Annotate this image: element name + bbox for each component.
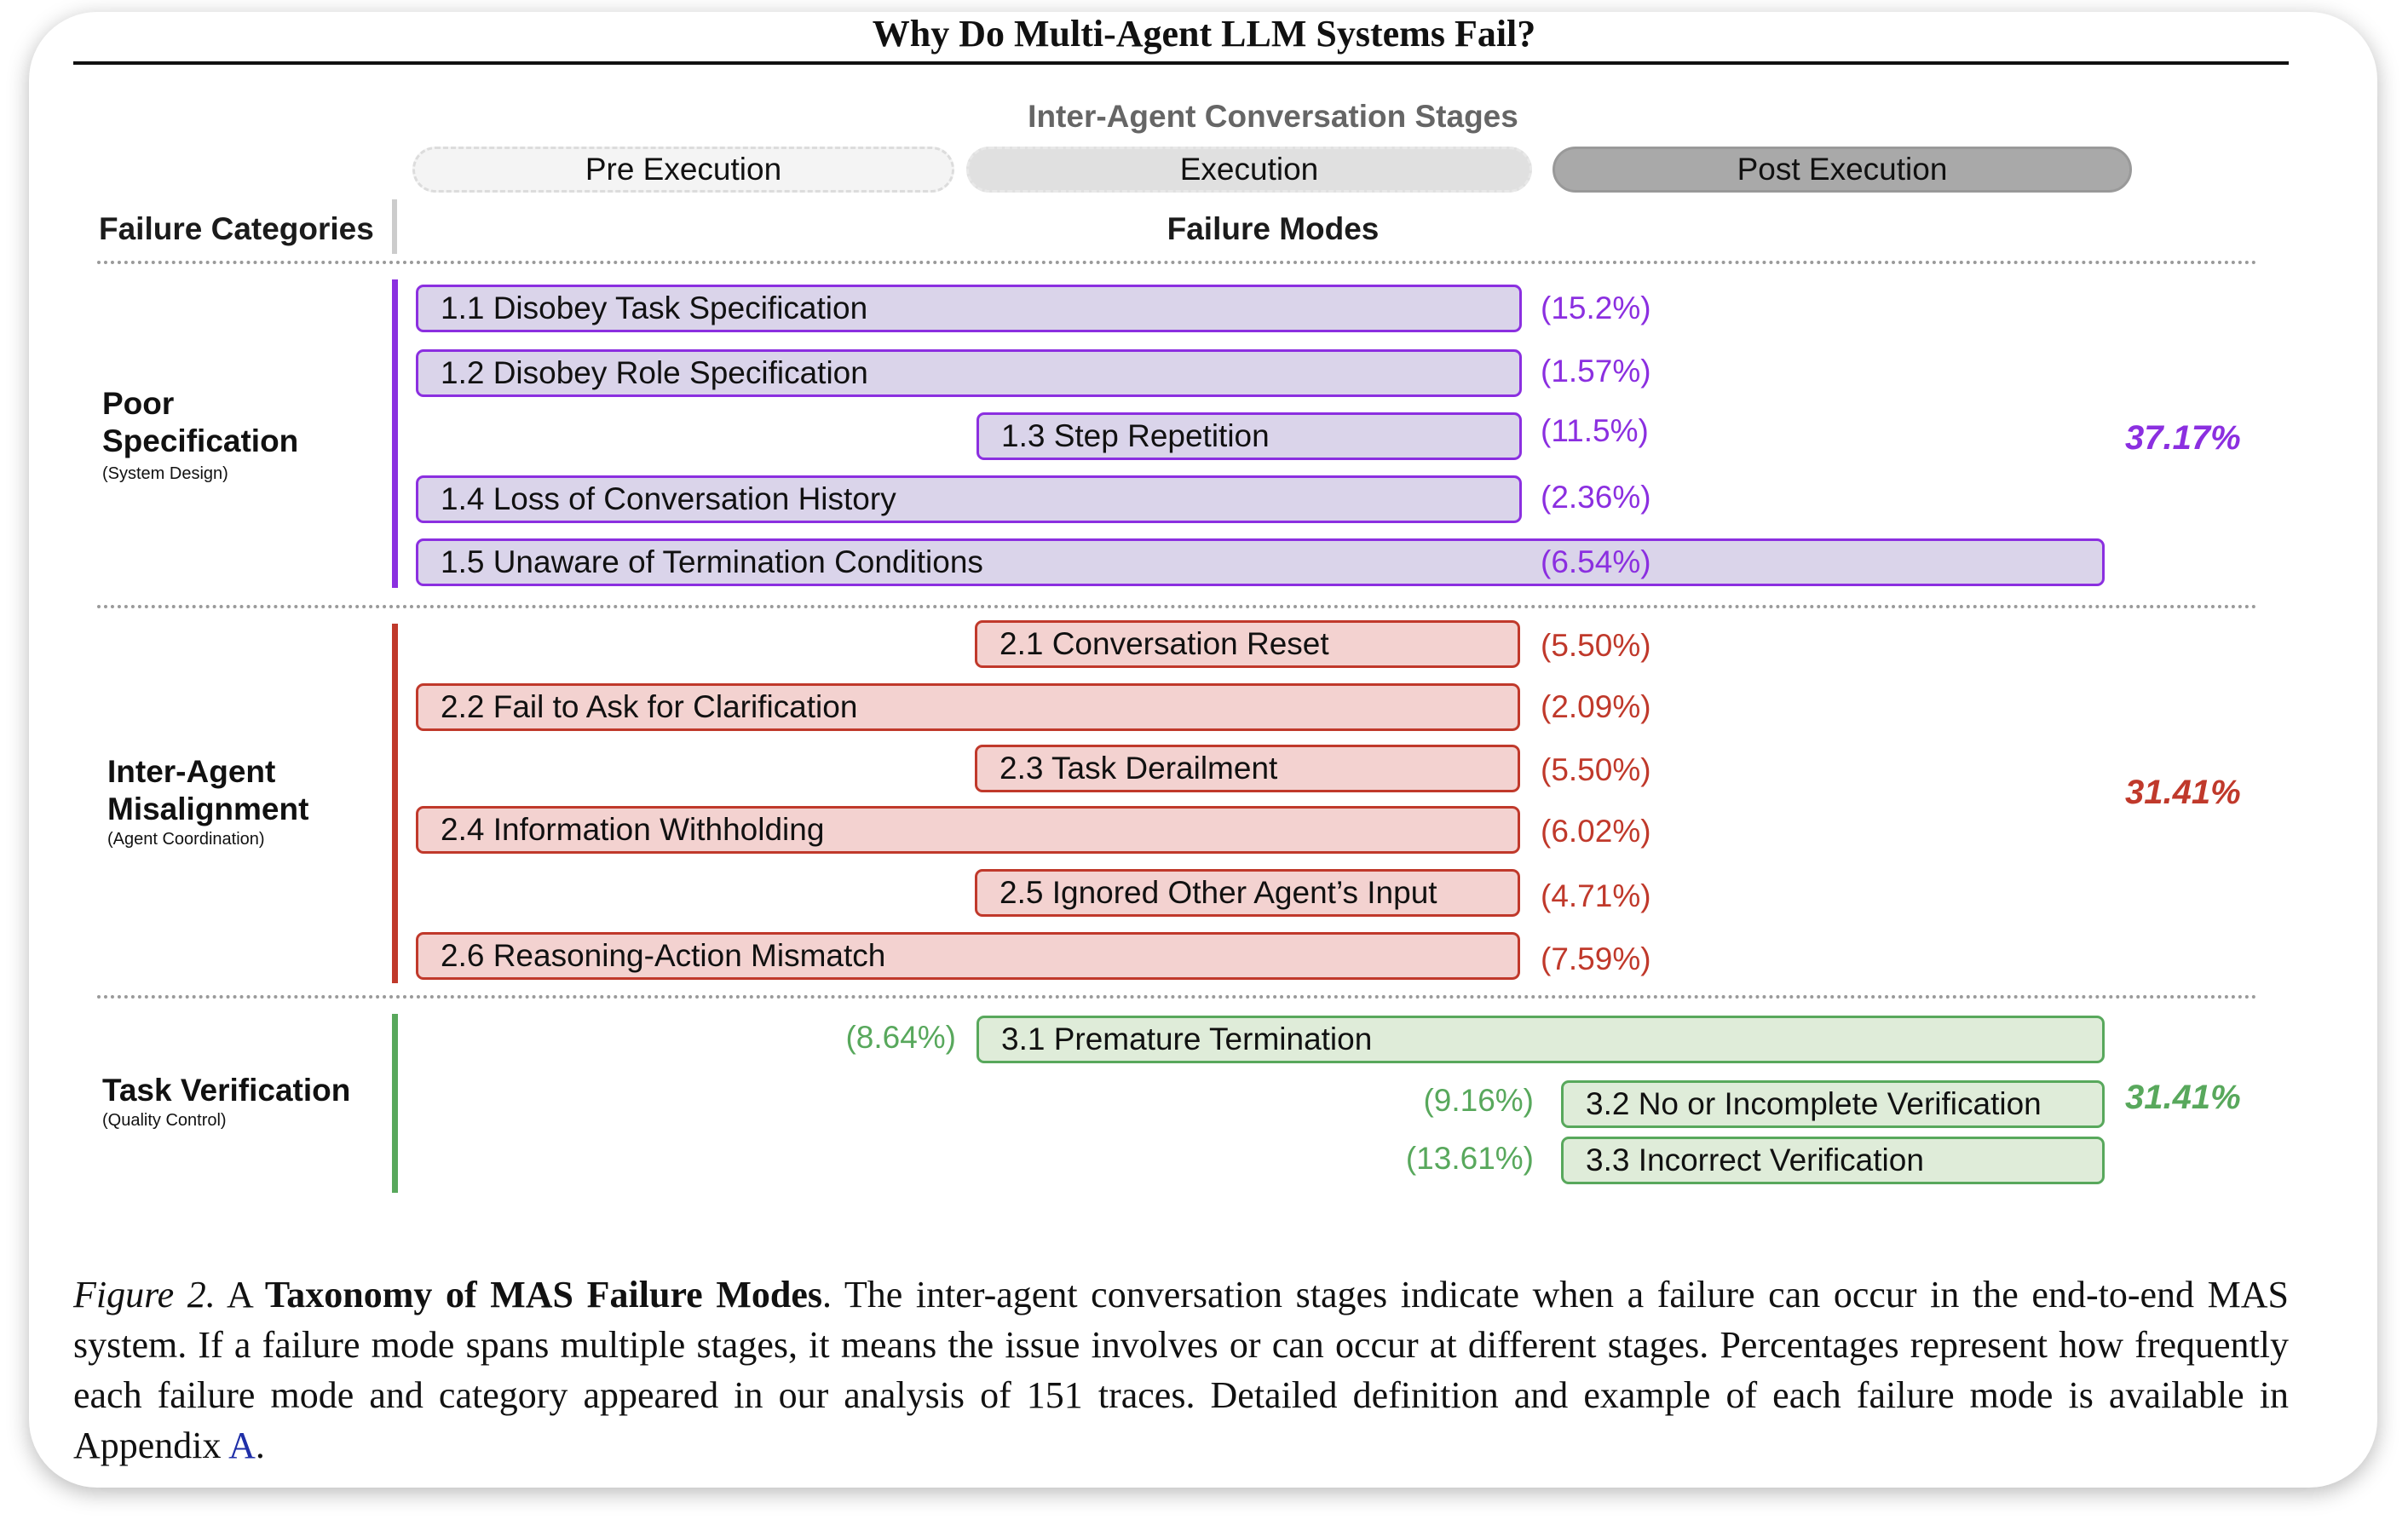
mode-1-2: 1.2 Disobey Role Specification [416,349,1522,397]
mode-2-6: 2.6 Reasoning-Action Mismatch [416,932,1520,980]
category-sub-spec: (System Design) [102,464,228,483]
mode-pct-2-4: (6.02%) [1541,814,1651,849]
category-bar-spec [392,279,398,588]
category-name-verif: Task Verification [102,1073,351,1108]
separator [97,995,2258,999]
mode-2-5: 2.5 Ignored Other Agent’s Input [975,869,1520,917]
mode-pct-1-4: (2.36%) [1541,480,1651,515]
category-name-line: Misalignment [107,792,309,826]
category-name-line: Inter-Agent [107,754,276,789]
mode-pct-2-1: (5.50%) [1541,628,1651,663]
mode-2-4: 2.4 Information Withholding [416,806,1520,854]
mode-pct-2-6: (7.59%) [1541,941,1651,976]
mode-2-3: 2.3 Task Derailment [975,745,1520,792]
figure-title: Why Do Multi-Agent LLM Systems Fail? [872,13,1536,55]
mode-pct-3-2: (9.16%) [1423,1083,1534,1118]
stages-title: Inter-Agent Conversation Stages [1028,99,1518,134]
category-sub-inter: (Agent Coordination) [107,830,265,849]
category-total-spec: 37.17% [2125,419,2241,457]
mode-pct-3-3: (13.61%) [1405,1141,1534,1176]
mode-pct-1-5: (6.54%) [1541,544,1651,579]
mode-pct-3-1: (8.64%) [845,1020,956,1055]
mode-pct-1-2: (1.57%) [1541,354,1651,389]
category-name-inter: Inter-Agent Misalignment [107,753,308,828]
caption-figure-label: Figure 2. [73,1274,216,1315]
caption-bold: Taxonomy of MAS Failure Modes [264,1274,822,1315]
category-name-spec: Poor Specification [102,385,298,460]
title-rule [73,61,2289,65]
mode-1-1: 1.1 Disobey Task Specification [416,285,1522,332]
figure-caption: Figure 2. A Taxonomy of MAS Failure Mode… [73,1269,2289,1471]
mode-3-1: 3.1 Premature Termination [976,1016,2105,1063]
mode-pct-2-2: (2.09%) [1541,689,1651,724]
mode-pct-2-3: (5.50%) [1541,752,1651,787]
category-name-line: Specification [102,423,299,458]
mode-3-2: 3.2 No or Incomplete Verification [1561,1080,2105,1128]
category-sub-verif: (Quality Control) [102,1111,227,1130]
stage-execution: Execution [966,147,1532,193]
caption-lead: A [215,1274,265,1315]
category-name-line: Poor [102,386,175,421]
caption-body: . The inter-agent conversation stages in… [73,1274,2289,1466]
mode-2-2: 2.2 Fail to Ask for Clarification [416,683,1520,731]
category-bar-inter [392,624,398,983]
category-bar-verif [392,1014,398,1193]
stage-post-execution: Post Execution [1553,147,2132,193]
mode-2-1: 2.1 Conversation Reset [975,620,1520,668]
mode-pct-1-3: (11.5%) [1541,413,1649,448]
header-failure-categories: Failure Categories [99,211,374,246]
header-divider [392,199,397,254]
mode-1-4: 1.4 Loss of Conversation History [416,475,1522,523]
category-total-inter: 31.41% [2125,774,2241,811]
mode-pct-2-5: (4.71%) [1541,878,1651,913]
mode-1-5: 1.5 Unaware of Termination Conditions [416,538,2105,586]
category-total-verif: 31.41% [2125,1079,2241,1116]
mode-pct-1-1: (15.2%) [1541,291,1651,325]
separator [97,605,2258,608]
stage-pre-execution: Pre Execution [412,147,954,193]
separator [97,261,2258,264]
mode-1-3: 1.3 Step Repetition [976,412,1522,460]
appendix-link[interactable]: A [228,1425,256,1466]
caption-end: . [255,1425,265,1466]
header-failure-modes: Failure Modes [1167,211,1380,246]
mode-3-3: 3.3 Incorrect Verification [1561,1137,2105,1184]
